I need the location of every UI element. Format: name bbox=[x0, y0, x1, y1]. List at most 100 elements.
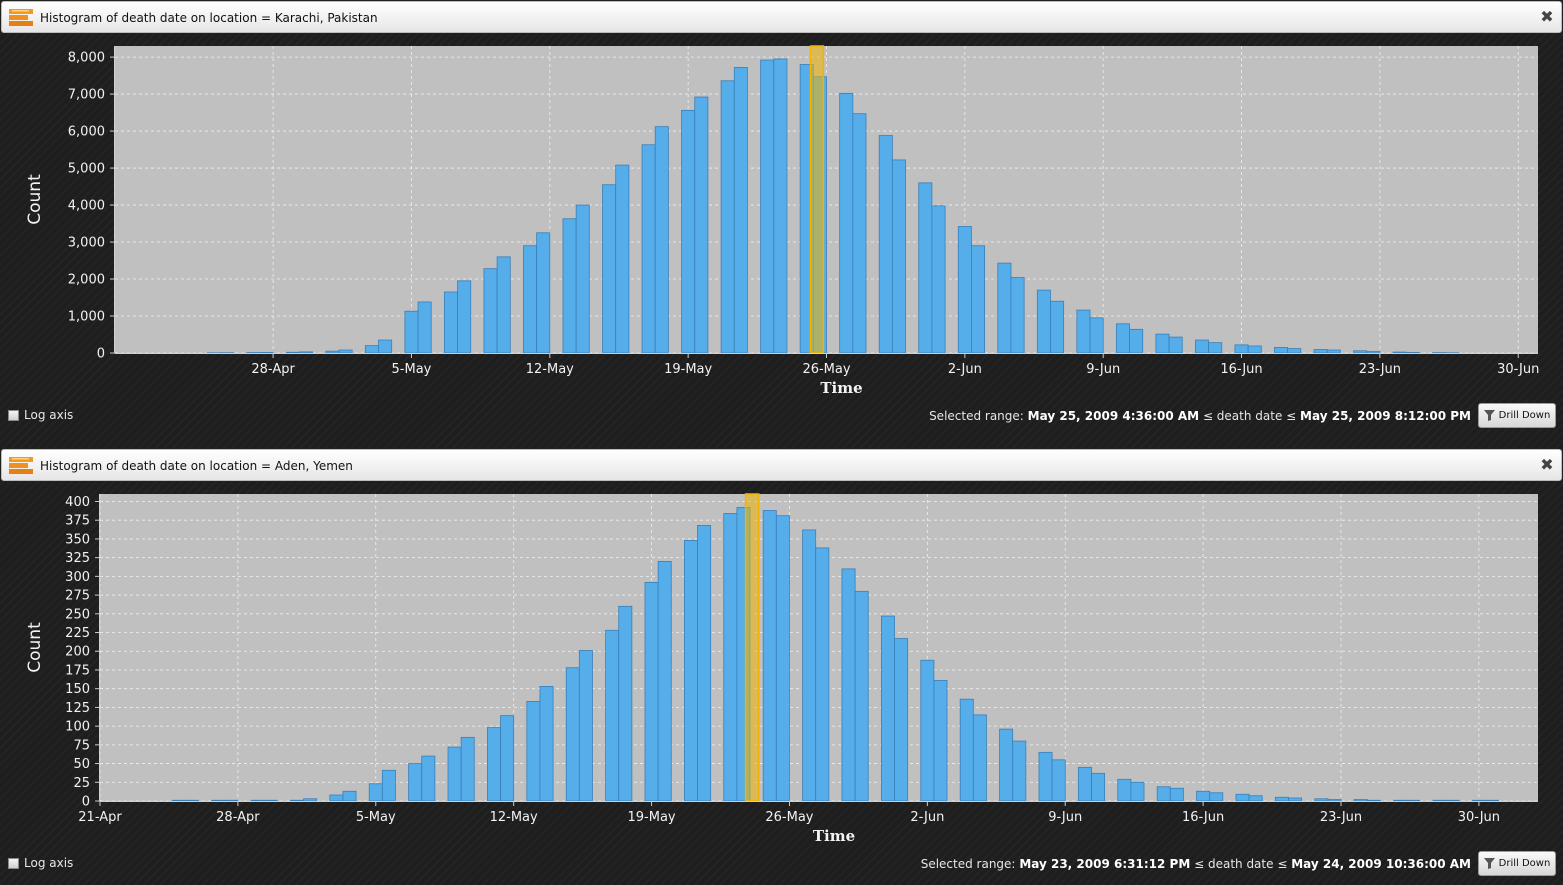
x-tick-label: 21-Apr bbox=[78, 810, 122, 825]
histogram-bar bbox=[408, 763, 423, 802]
log-axis-checkbox[interactable]: Log axis bbox=[8, 408, 73, 422]
x-tick-label: 19-May bbox=[664, 362, 712, 377]
y-tick-label: 125 bbox=[65, 701, 90, 716]
y-tick-label: 2,000 bbox=[68, 273, 105, 288]
histogram-bar bbox=[1287, 348, 1302, 354]
drill-down-label: Drill Down bbox=[1498, 410, 1551, 421]
x-tick-label: 12-May bbox=[526, 362, 574, 377]
histogram-bar bbox=[618, 605, 633, 802]
x-tick-label: 12-May bbox=[490, 810, 538, 825]
x-tick-label: 19-May bbox=[628, 810, 676, 825]
y-tick-label: 325 bbox=[65, 551, 90, 566]
y-tick-label: 250 bbox=[65, 607, 90, 622]
selected-range-op: ≤ death date ≤ bbox=[1202, 409, 1297, 423]
histogram-bar bbox=[500, 715, 515, 802]
histogram-bar bbox=[1366, 799, 1381, 802]
panel-title: Histogram of death date on location = Ad… bbox=[40, 459, 353, 473]
y-tick-label: 200 bbox=[65, 645, 90, 660]
histogram-bar bbox=[1274, 796, 1289, 802]
y-tick-label: 0 bbox=[82, 795, 90, 810]
y-tick-label: 150 bbox=[65, 682, 90, 697]
log-axis-checkbox[interactable]: Log axis bbox=[8, 856, 73, 870]
x-tick-label: 16-Jun bbox=[1220, 362, 1262, 377]
checkbox-box[interactable] bbox=[8, 409, 19, 421]
log-axis-label: Log axis bbox=[24, 856, 74, 870]
panel-title: Histogram of death date on location = Ka… bbox=[40, 11, 378, 25]
histogram-bar bbox=[615, 164, 630, 354]
histogram-bar bbox=[250, 799, 265, 802]
drill-down-button[interactable]: Drill Down bbox=[1478, 851, 1556, 876]
selection-highlight bbox=[744, 493, 760, 802]
panel-titlebar: Histogram of death date on location = Ka… bbox=[1, 1, 1562, 33]
histogram-bar bbox=[1485, 799, 1500, 802]
log-axis-label: Log axis bbox=[24, 408, 74, 422]
histogram-bar bbox=[773, 58, 788, 354]
histogram-bar bbox=[971, 245, 986, 354]
selected-range-end: May 24, 2009 10:36:00 AM bbox=[1291, 857, 1471, 871]
histogram-bar bbox=[775, 515, 790, 802]
histogram-bar bbox=[1406, 799, 1421, 802]
drill-down-button[interactable]: Drill Down bbox=[1478, 403, 1556, 428]
checkbox-box[interactable] bbox=[8, 857, 19, 869]
x-tick-label: 5-May bbox=[392, 362, 432, 377]
histogram-bar bbox=[575, 204, 590, 354]
y-tick-label: 300 bbox=[65, 570, 90, 585]
y-tick-label: 6,000 bbox=[68, 125, 105, 140]
close-icon[interactable]: ✖ bbox=[1540, 7, 1554, 26]
histogram-bar bbox=[957, 226, 972, 354]
x-tick-label: 23-Jun bbox=[1320, 810, 1362, 825]
histogram-bar bbox=[999, 728, 1014, 802]
histogram-bar bbox=[891, 159, 906, 354]
y-tick-label: 5,000 bbox=[68, 162, 105, 177]
histogram-bar bbox=[1077, 766, 1092, 802]
selected-range: Selected range: May 25, 2009 4:36:00 AM … bbox=[929, 409, 1471, 423]
histogram-bar bbox=[1117, 778, 1132, 802]
histogram-bar bbox=[1155, 333, 1170, 354]
histogram-chart[interactable]: 0 25 50 75 100 125 150 175 200 225 250 275 300 325 350… bbox=[0, 482, 1563, 848]
histogram-bar bbox=[959, 698, 974, 802]
histogram-bar bbox=[602, 184, 617, 354]
histogram-bar bbox=[681, 109, 696, 354]
histogram-bar bbox=[1353, 350, 1368, 354]
histogram-bar bbox=[1247, 345, 1262, 354]
histogram-bar bbox=[496, 256, 511, 354]
histogram-bar bbox=[325, 350, 340, 354]
histogram-bar bbox=[1405, 352, 1420, 354]
histogram-bar bbox=[841, 568, 856, 802]
histogram-bar bbox=[211, 799, 226, 802]
histogram-bar bbox=[329, 794, 344, 802]
x-tick-label: 30-Jun bbox=[1497, 362, 1539, 377]
histogram-bar bbox=[852, 113, 867, 354]
histogram-bar bbox=[644, 581, 659, 802]
histogram-chart[interactable]: 0 1,000 2,000 3,000 4,000 5,000 6,000 7,000 8,00… bbox=[0, 34, 1563, 400]
histogram-bar bbox=[1392, 351, 1407, 354]
y-tick-label: 3,000 bbox=[68, 236, 105, 251]
histogram-bar bbox=[1130, 781, 1145, 802]
histogram-bar bbox=[815, 547, 830, 802]
histogram-bar bbox=[878, 135, 893, 354]
histogram-bar bbox=[364, 345, 379, 354]
histogram-bar bbox=[683, 540, 698, 802]
x-axis-title: Time bbox=[813, 827, 855, 845]
drill-down-label: Drill Down bbox=[1498, 858, 1551, 869]
histogram-bar bbox=[1326, 349, 1341, 354]
selected-range-op: ≤ death date ≤ bbox=[1194, 857, 1288, 871]
histogram-bar bbox=[1091, 772, 1106, 802]
histogram-bar bbox=[443, 291, 458, 354]
histogram-bar bbox=[1432, 799, 1447, 802]
histogram-panel-aden: Histogram of death date on location = Ad… bbox=[0, 448, 1563, 885]
y-tick-label: 375 bbox=[65, 514, 90, 529]
selected-range-start: May 25, 2009 4:36:00 AM bbox=[1027, 409, 1200, 423]
x-tick-label: 26-May bbox=[765, 810, 813, 825]
histogram-bar bbox=[381, 769, 396, 802]
histogram-bar bbox=[1445, 799, 1460, 802]
histogram-bar bbox=[1050, 300, 1065, 354]
histogram-bar bbox=[920, 659, 935, 802]
y-axis-title: Count bbox=[25, 174, 45, 225]
histogram-bar bbox=[1471, 799, 1486, 802]
y-axis-title: Count bbox=[25, 622, 45, 673]
histogram-icon bbox=[9, 9, 33, 26]
histogram-bar bbox=[1393, 799, 1408, 802]
histogram-bar bbox=[733, 67, 748, 354]
close-icon[interactable]: ✖ bbox=[1540, 455, 1554, 474]
